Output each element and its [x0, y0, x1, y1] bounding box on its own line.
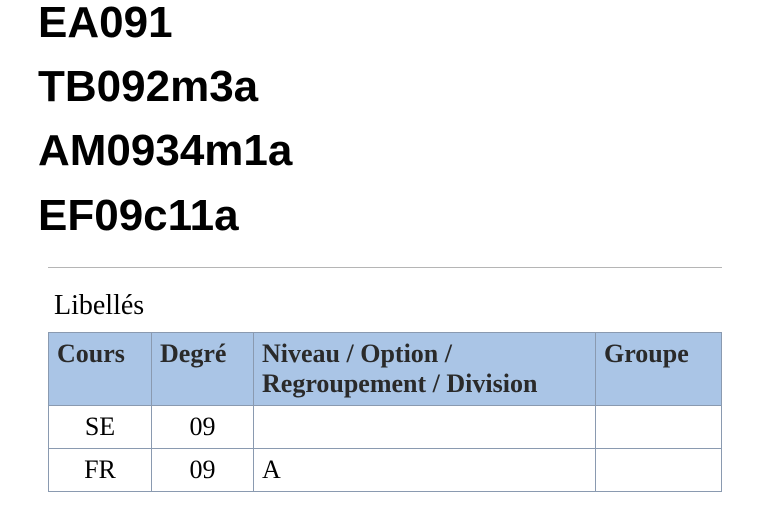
col-header-degre: Degré [152, 332, 254, 405]
code-item: AM0934m1a [38, 128, 770, 174]
cell-cours: FR [49, 448, 152, 491]
table-header-row: Cours Degré Niveau / Option / Regroupeme… [49, 332, 722, 405]
col-header-niveau: Niveau / Option / Regroupement / Divisio… [254, 332, 596, 405]
table-row: FR 09 A [49, 448, 722, 491]
section-divider [48, 267, 722, 268]
col-header-cours: Cours [49, 332, 152, 405]
labels-table: Cours Degré Niveau / Option / Regroupeme… [48, 332, 722, 492]
cell-degre: 09 [152, 448, 254, 491]
code-item: TB092m3a [38, 64, 770, 110]
cell-cours: SE [49, 405, 152, 448]
cell-groupe [596, 405, 722, 448]
cell-groupe [596, 448, 722, 491]
code-item: EF09c11a [38, 193, 770, 239]
cell-niveau: A [254, 448, 596, 491]
code-item: EA091 [38, 0, 770, 46]
table-row: SE 09 [49, 405, 722, 448]
cell-niveau [254, 405, 596, 448]
table-section: Libellés Cours Degré Niveau / Option / R… [0, 290, 770, 492]
col-header-groupe: Groupe [596, 332, 722, 405]
cell-degre: 09 [152, 405, 254, 448]
code-list: EA091 TB092m3a AM0934m1a EF09c11a [0, 0, 770, 239]
table-caption: Libellés [54, 290, 722, 322]
